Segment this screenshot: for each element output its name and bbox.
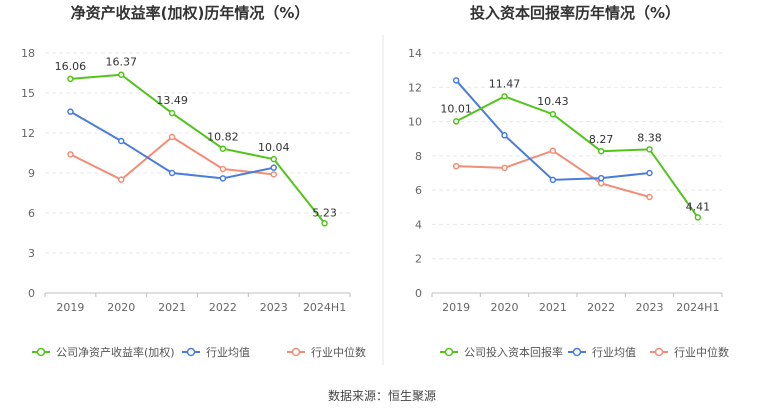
legend-marker <box>186 347 196 357</box>
chart-title: 净资产收益率(加权)历年情况（%） <box>71 4 310 22</box>
data-point <box>168 133 176 141</box>
y-tick-label: 10 <box>408 116 422 129</box>
legend-marker <box>36 347 46 357</box>
data-point <box>67 151 74 158</box>
data-label: 5.23 <box>312 206 337 219</box>
legend-marker <box>572 347 582 357</box>
y-tick-label: 2 <box>415 253 422 266</box>
y-tick-label: 8 <box>415 150 422 163</box>
data-point <box>67 108 74 115</box>
data-point <box>549 110 557 118</box>
x-tick-label: 2023 <box>260 301 288 314</box>
series-line <box>455 95 699 218</box>
data-point <box>549 176 557 184</box>
y-tick-label: 0 <box>28 287 35 300</box>
data-point <box>452 162 460 170</box>
y-tick-label: 14 <box>408 47 422 60</box>
data-label: 13.49 <box>156 94 188 107</box>
legend-label: 公司净资产收益率(加权) <box>56 345 175 359</box>
data-point <box>597 147 605 155</box>
y-tick-label: 18 <box>21 47 35 60</box>
x-tick-label: 2021 <box>158 301 186 314</box>
legend-label: 行业均值 <box>592 346 636 359</box>
series-line <box>70 73 326 224</box>
data-label: 10.01 <box>440 102 472 115</box>
data-label: 16.06 <box>55 60 87 73</box>
data-point <box>270 164 277 171</box>
roic-chart-panel: 投入资本回报率历年情况（%） 0 2 4 6 8 10 12 14 2019 2020 2021 202… <box>408 4 729 359</box>
data-point <box>270 171 277 178</box>
data-point <box>168 109 176 117</box>
x-tick-label: 2021 <box>539 301 567 314</box>
data-label: 4.41 <box>686 200 711 213</box>
data-point <box>67 75 74 83</box>
data-point <box>646 146 653 153</box>
x-tick-label: 2024H1 <box>676 301 719 314</box>
legend-marker <box>654 347 664 357</box>
x-tick-label: 2022 <box>587 301 615 314</box>
y-tick-label: 15 <box>21 87 35 100</box>
x-tick-label: 2024H1 <box>303 301 346 314</box>
data-label: 16.37 <box>106 56 138 69</box>
data-point <box>118 137 125 145</box>
y-tick-label: 3 <box>28 247 35 260</box>
x-tick-label: 2019 <box>56 301 84 314</box>
data-label: 11.47 <box>489 77 521 90</box>
legend-label: 行业中位数 <box>674 345 729 359</box>
data-point <box>646 169 653 177</box>
data-label: 10.82 <box>207 131 239 144</box>
data-label: 8.27 <box>589 133 614 146</box>
x-tick-label: 2020 <box>107 301 135 314</box>
data-point <box>646 193 653 201</box>
y-tick-label: 9 <box>28 167 35 180</box>
data-source: 数据来源：恒生聚源 <box>328 388 436 403</box>
chart-title: 投入资本回报率历年情况（%） <box>470 4 680 22</box>
legend-marker <box>291 347 301 357</box>
data-point <box>219 165 227 173</box>
data-point <box>549 147 557 154</box>
data-point <box>452 77 460 84</box>
y-tick-label: 4 <box>415 218 422 231</box>
x-tick-label: 2019 <box>442 301 470 314</box>
legend-marker <box>444 347 454 357</box>
data-point <box>219 175 227 182</box>
x-tick-label: 2020 <box>491 301 519 314</box>
data-label: 8.38 <box>637 131 662 144</box>
data-point <box>501 93 508 100</box>
data-point <box>118 176 125 183</box>
x-tick-label: 2023 <box>636 301 664 314</box>
x-tick-label: 2022 <box>209 301 237 314</box>
legend-label: 行业中位数 <box>311 345 366 359</box>
y-tick-label: 12 <box>408 81 422 94</box>
data-point <box>321 220 328 227</box>
y-tick-label: 12 <box>21 127 35 140</box>
data-point <box>501 132 508 139</box>
y-tick-label: 0 <box>415 287 422 300</box>
data-point <box>118 71 125 78</box>
data-point <box>270 155 277 163</box>
data-point <box>219 145 227 152</box>
data-label: 10.43 <box>537 95 569 108</box>
legend-label: 公司投入资本回报率 <box>464 345 563 359</box>
data-point <box>168 169 176 177</box>
data-point <box>597 174 605 182</box>
y-tick-label: 6 <box>415 184 422 197</box>
data-point <box>694 214 702 221</box>
data-point <box>501 164 508 172</box>
data-label: 10.04 <box>258 141 290 154</box>
data-point <box>597 180 605 187</box>
data-point <box>452 118 460 125</box>
y-tick-label: 6 <box>28 207 35 220</box>
legend-label: 行业均值 <box>206 346 250 359</box>
series-line <box>69 110 274 180</box>
roe-chart-panel: 净资产收益率(加权)历年情况（%） 0 3 6 9 12 15 18 2019 2020 2021 2… <box>21 4 366 359</box>
